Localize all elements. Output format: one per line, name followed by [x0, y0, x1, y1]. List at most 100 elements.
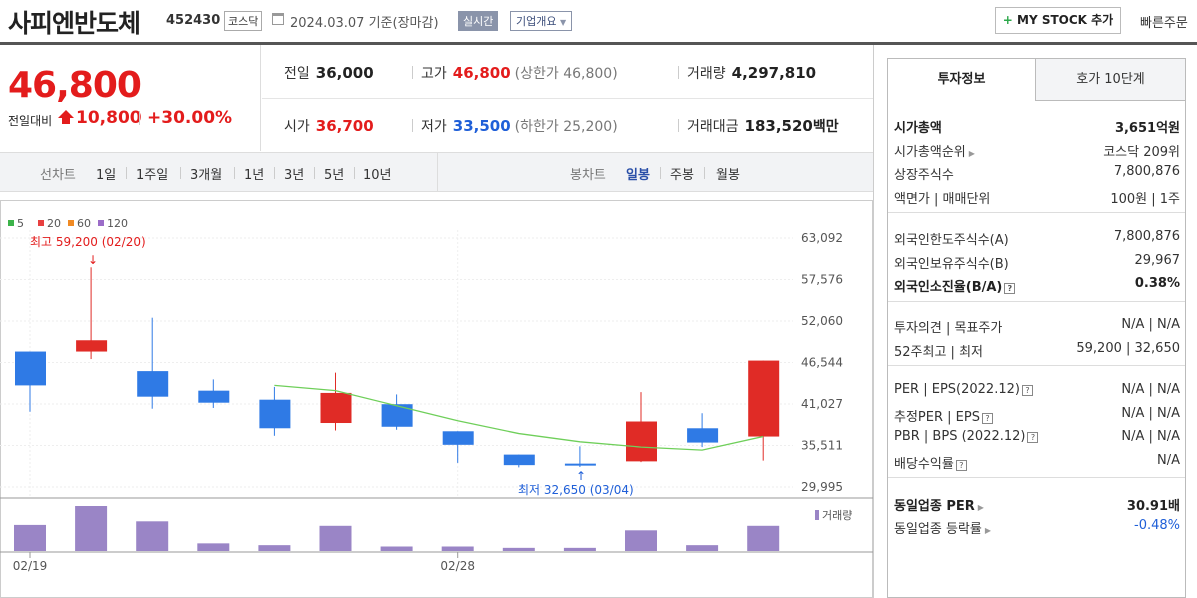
- tab-invest-info[interactable]: 투자정보: [888, 59, 1036, 101]
- info-value: 7,800,876: [1113, 229, 1180, 244]
- info-row: 동일업종 등락률 ▶ -0.48%: [894, 518, 1180, 538]
- help-icon[interactable]: ?: [1027, 432, 1039, 443]
- divider: [888, 477, 1185, 478]
- ma5-line: [274, 384, 764, 451]
- legend-swatch: [68, 220, 74, 226]
- min-arrow-icon: ↑: [576, 469, 586, 483]
- tab-1y[interactable]: 1년: [244, 168, 265, 183]
- info-row: 52주최고 | 최저 59,200 | 32,650: [894, 341, 1180, 361]
- info-row: 액면가 | 매매단위 100원 | 1주: [894, 188, 1180, 208]
- help-icon[interactable]: ?: [1021, 385, 1033, 396]
- tab-3m[interactable]: 3개월: [190, 168, 223, 183]
- quick-order-link[interactable]: 빠른주문: [1140, 16, 1188, 31]
- stat-value: 36,000: [315, 64, 374, 82]
- help-icon[interactable]: ?: [1004, 283, 1016, 294]
- stock-title: 사피엔반도체: [8, 9, 141, 38]
- tab-1d[interactable]: 1일: [96, 168, 117, 183]
- info-row: 추정PER | EPS? N/A | N/A: [894, 406, 1180, 426]
- stat-value: 36,700: [315, 117, 374, 135]
- caret-right-icon: ▶: [968, 149, 975, 158]
- divider: [234, 167, 235, 179]
- divider: [126, 167, 127, 179]
- lower-limit: (하한가 25,200): [514, 119, 618, 135]
- info-label: 액면가 | 매매단위: [894, 192, 991, 207]
- tab-1w[interactable]: 1주일: [136, 168, 169, 183]
- info-row: 배당수익률? N/A: [894, 453, 1180, 473]
- volume-swatch: [815, 510, 819, 520]
- info-label: 52주최고 | 최저: [894, 345, 983, 360]
- candle-body: [320, 392, 352, 424]
- candle-body: [442, 431, 474, 445]
- y-tick-label: 29,995: [801, 480, 843, 494]
- candle-body: [564, 463, 596, 466]
- info-label: 시가총액: [894, 121, 942, 136]
- info-label: 추정PER | EPS?: [894, 406, 993, 425]
- legend-swatch: [98, 220, 104, 226]
- divider: [678, 66, 679, 79]
- legend-label: 5: [17, 217, 24, 230]
- caret-right-icon: ▶: [984, 526, 992, 535]
- stat-open: 시가 36,700: [284, 116, 374, 136]
- info-label: 외국인보유주식수(B): [894, 257, 1009, 272]
- info-label: 배당수익률?: [894, 453, 967, 472]
- candle-body: [15, 351, 46, 386]
- up-arrow-icon: [58, 110, 74, 124]
- y-tick-label: 63,092: [801, 231, 843, 245]
- divider: [180, 167, 181, 179]
- max-arrow-icon: ↓: [88, 253, 98, 267]
- volume-bar: [319, 525, 352, 551]
- tab-monthly[interactable]: 월봉: [716, 168, 740, 183]
- chart-frame: [0, 200, 873, 598]
- market-badge: 코스닥: [224, 11, 263, 31]
- volume-bar: [563, 547, 596, 551]
- upper-limit: (상한가 46,800): [514, 66, 618, 82]
- stat-label: 거래대금: [687, 119, 739, 135]
- candle-body: [503, 454, 535, 466]
- stock-code: 452430: [166, 13, 221, 28]
- stat-value: 46,800: [452, 64, 511, 82]
- divider: [888, 301, 1185, 302]
- stat-value: 4,297,810: [731, 64, 817, 82]
- corp-info-button[interactable]: 기업개요 ▼: [510, 11, 573, 31]
- divider: [412, 66, 413, 79]
- line-chart-label: 선차트: [40, 168, 76, 183]
- info-value: 0.38%: [1134, 276, 1180, 291]
- info-label: PER | EPS(2022.12)?: [894, 382, 1033, 397]
- legend-label: 20: [47, 217, 61, 230]
- tab-weekly[interactable]: 주봉: [670, 168, 694, 183]
- help-icon[interactable]: ?: [981, 413, 993, 424]
- tab-10y[interactable]: 10년: [363, 168, 392, 183]
- tab-daily[interactable]: 일봉: [626, 168, 650, 183]
- tab-order-book[interactable]: 호가 10단계: [1036, 59, 1185, 101]
- info-value: N/A | N/A: [1121, 406, 1180, 421]
- info-row: 외국인소진율(B/A)? 0.38%: [894, 276, 1180, 296]
- info-row: 투자의견 | 목표주가 N/A | N/A: [894, 317, 1180, 337]
- y-tick-label: 35,511: [801, 439, 843, 453]
- header-divider: [0, 42, 1197, 45]
- tab-3y[interactable]: 3년: [284, 168, 305, 183]
- realtime-badge[interactable]: 실시간: [458, 11, 499, 31]
- legend-swatch: [8, 220, 14, 226]
- divider: [678, 119, 679, 132]
- mystock-add-button[interactable]: + MY STOCK 추가: [995, 7, 1121, 34]
- info-value: 코스닥 209위: [1103, 145, 1180, 160]
- info-value: N/A: [1157, 453, 1180, 468]
- volume-bar: [625, 530, 657, 551]
- stat-label: 저가: [421, 119, 447, 135]
- divider: [139, 111, 140, 125]
- current-price: 46,800: [8, 65, 142, 106]
- divider: [314, 167, 315, 179]
- divider: [274, 167, 275, 179]
- help-icon[interactable]: ?: [955, 460, 967, 471]
- info-row: PER | EPS(2022.12)? N/A | N/A: [894, 382, 1180, 402]
- info-value: 59,200 | 32,650: [1076, 341, 1180, 356]
- info-value: -0.48%: [1134, 518, 1180, 533]
- stat-label: 전일: [284, 66, 310, 82]
- x-tick-label: 02/28: [440, 559, 475, 573]
- candlestick-chart[interactable]: 5 20 60 120 63,092 57,576 52,060 46,544 41,027 35…: [0, 200, 873, 598]
- info-label: 시가총액순위 ▶: [894, 145, 975, 160]
- info-label: 동일업종 PER ▶: [894, 499, 984, 514]
- candle-body: [198, 390, 230, 403]
- tab-5y[interactable]: 5년: [324, 168, 345, 183]
- candle-body: [137, 371, 169, 397]
